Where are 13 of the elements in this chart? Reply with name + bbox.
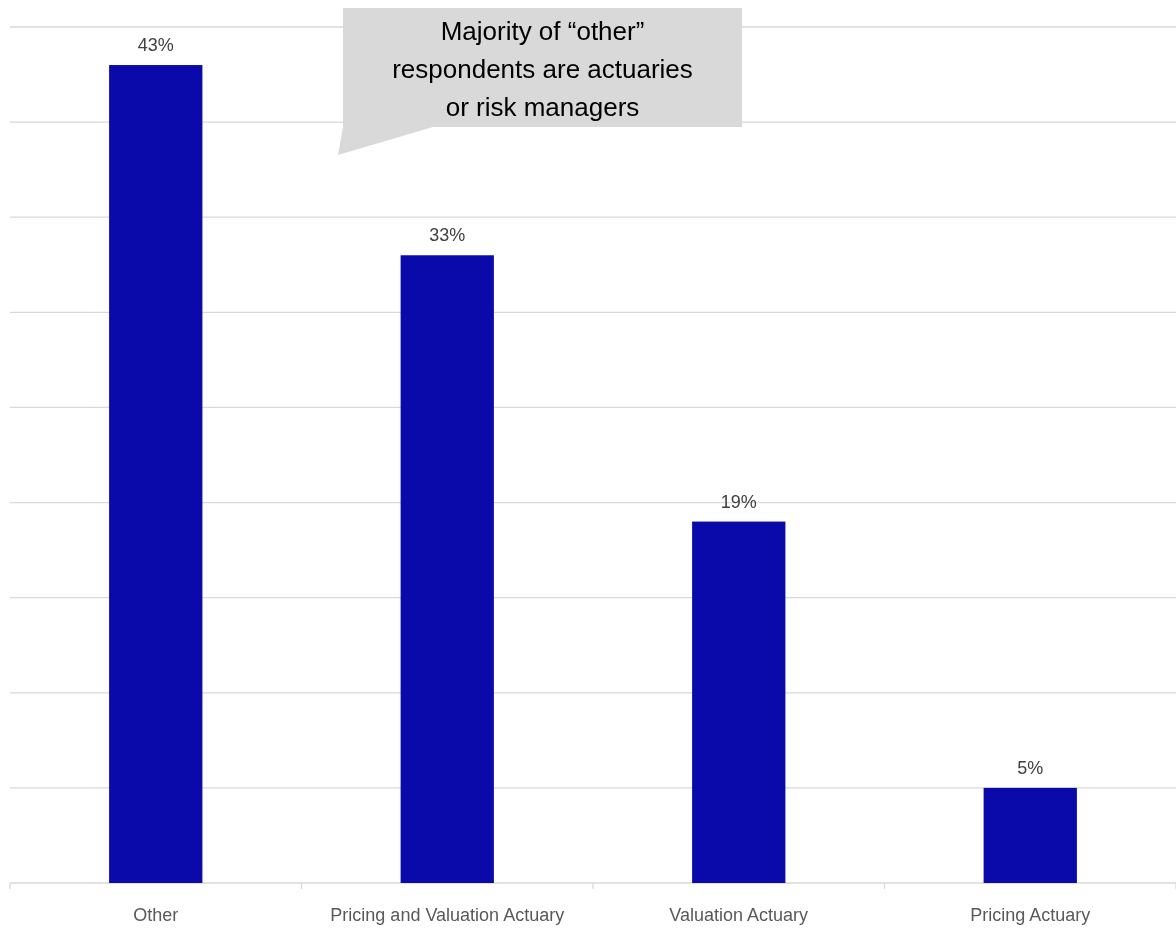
x-tick-label: Pricing Actuary <box>970 905 1091 925</box>
bar <box>400 255 494 883</box>
x-tick-label: Pricing and Valuation Actuary <box>330 905 565 925</box>
data-label: 43% <box>137 35 174 56</box>
data-label: 5% <box>1017 757 1044 778</box>
data-label: 33% <box>429 225 466 246</box>
annotation: Majority of “other” respondents are actuaries or risk managers <box>392 16 693 122</box>
bar <box>109 65 203 883</box>
bar <box>692 521 786 883</box>
bar <box>983 787 1077 883</box>
x-tick-label: Valuation Actuary <box>669 905 809 925</box>
x-tick-label: Other <box>133 905 179 925</box>
data-label: 19% <box>720 491 757 512</box>
